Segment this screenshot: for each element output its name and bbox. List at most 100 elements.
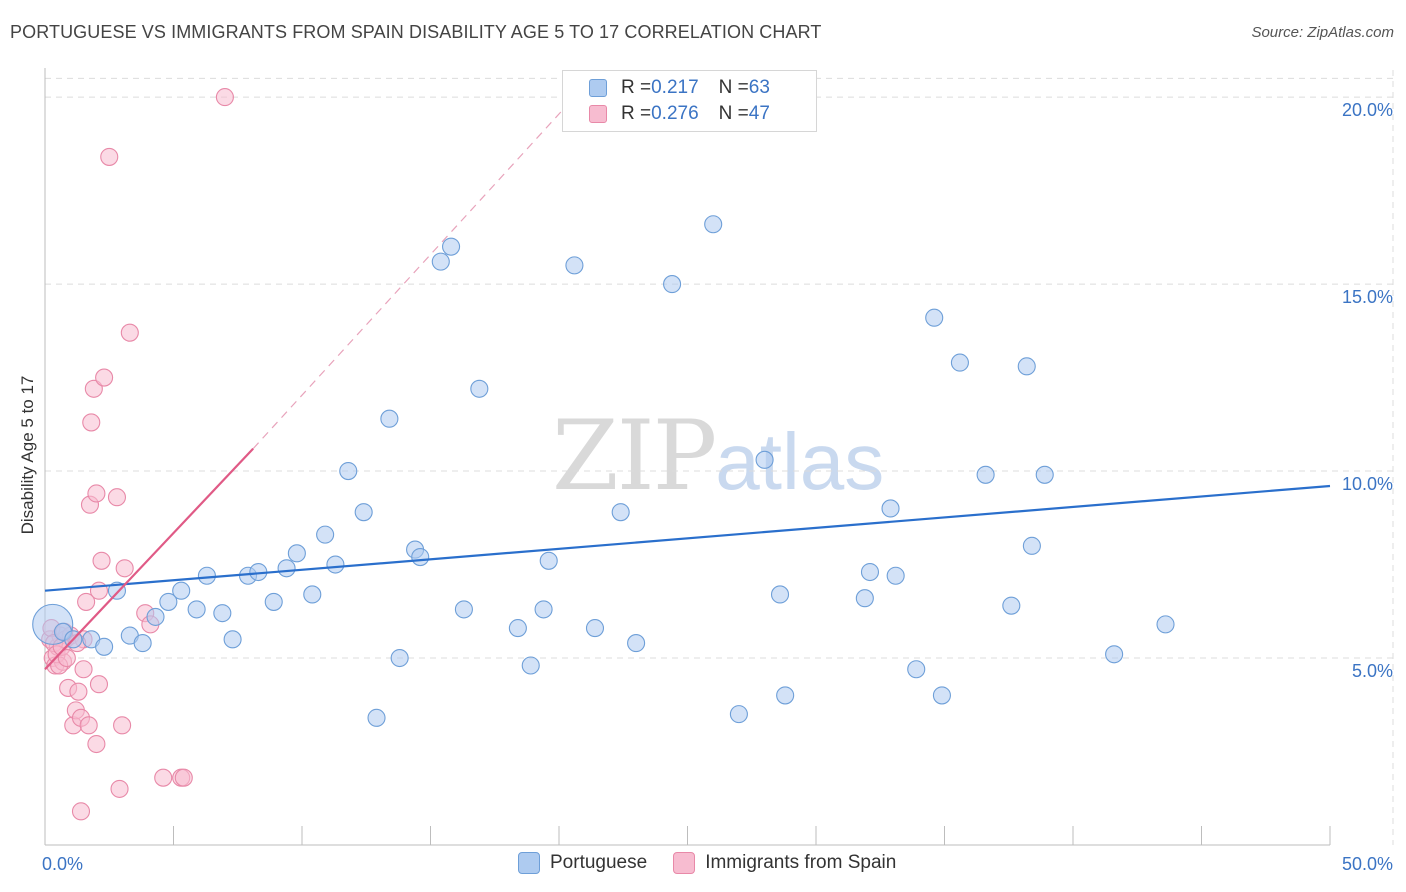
legend-swatch-immigrants [589, 105, 607, 123]
data-point-portuguese [663, 275, 682, 294]
data-point-immigrants [92, 551, 111, 570]
data-point-portuguese [223, 630, 242, 649]
data-point-immigrants [89, 675, 109, 694]
data-point-portuguese [197, 566, 216, 585]
data-point-portuguese [172, 581, 191, 600]
data-point-portuguese [326, 555, 345, 574]
legend-label-portuguese: Portuguese [550, 852, 648, 873]
data-point-portuguese [881, 499, 900, 518]
watermark: ZIPatlas [552, 400, 884, 512]
legend-swatch-immigrants [673, 852, 696, 874]
data-point-portuguese [627, 634, 646, 653]
x-tick-label: 0.0% [42, 854, 83, 874]
chart-title: PORTUGUESE VS IMMIGRANTS FROM SPAIN DISA… [10, 22, 822, 42]
data-point-portuguese [339, 461, 358, 481]
data-point-portuguese [95, 637, 114, 656]
data-point-immigrants [110, 779, 129, 798]
data-point-portuguese [860, 562, 880, 582]
legend-item-immigrants[interactable]: Immigrants from Spain [673, 852, 896, 874]
data-point-portuguese [213, 604, 232, 623]
data-point-portuguese [534, 600, 553, 619]
data-point-portuguese [107, 581, 127, 600]
data-point-portuguese [855, 589, 874, 608]
data-point-portuguese [1017, 357, 1036, 376]
data-point-immigrants [87, 734, 106, 754]
data-point-portuguese [521, 656, 540, 675]
data-point-immigrants [77, 592, 96, 611]
data-point-immigrants [154, 768, 173, 787]
data-point-portuguese [303, 585, 322, 604]
watermark-zip: ZIP [552, 400, 717, 512]
legend-r-value: 0.217 [651, 77, 699, 98]
legend-r-label: R = [621, 77, 652, 98]
data-point-immigrants [107, 488, 127, 507]
data-point-portuguese [159, 592, 178, 611]
data-point-immigrants [174, 768, 193, 787]
data-point-portuguese [1156, 615, 1175, 634]
trend-line-portuguese [44, 484, 1331, 592]
trend-line-immigrants-extension [252, 96, 575, 450]
data-point-immigrants [79, 716, 98, 735]
data-point-portuguese [932, 686, 951, 705]
data-point-immigrants [95, 368, 114, 387]
data-point-portuguese [431, 252, 450, 271]
data-point-portuguese [1022, 536, 1041, 555]
grid-lines [45, 70, 1395, 845]
data-point-portuguese [264, 592, 283, 611]
data-point-portuguese [704, 215, 723, 234]
data-point-portuguese [454, 600, 473, 619]
data-point-immigrants [57, 648, 76, 668]
data-point-portuguese [755, 450, 774, 469]
data-point-portuguese [1002, 596, 1021, 615]
data-point-immigrants [87, 484, 106, 503]
data-point-portuguese [508, 619, 527, 638]
data-point-portuguese [565, 256, 584, 275]
data-point-immigrants [115, 559, 134, 578]
data-point-immigrants [71, 802, 91, 821]
data-point-portuguese [886, 566, 905, 585]
trend-line-immigrants [44, 447, 254, 670]
data-point-portuguese [442, 237, 461, 256]
data-point-immigrants [215, 88, 234, 107]
series-legend: Portuguese Immigrants from Spain [518, 852, 922, 874]
data-point-portuguese [470, 379, 489, 398]
data-point-portuguese [390, 648, 409, 668]
legend-r-value: 0.276 [651, 103, 699, 124]
data-point-portuguese [287, 544, 306, 563]
data-point-portuguese [411, 548, 430, 567]
data-point-immigrants [113, 716, 132, 735]
tick-labels: 5.0% 10.0% 15.0% 20.0% 0.0% 50.0% [42, 100, 1393, 874]
data-point-immigrants [82, 413, 101, 432]
data-point-portuguese [1105, 645, 1124, 664]
legend-row-immigrants: R = 0.276 N = 47 [589, 102, 770, 126]
series-portuguese [32, 215, 1175, 727]
legend-item-portuguese[interactable]: Portuguese [518, 852, 647, 874]
data-point-portuguese [925, 308, 944, 327]
source-label: Source: ZipAtlas.com [1251, 24, 1394, 41]
legend-n-value: 47 [748, 103, 770, 124]
data-point-portuguese [380, 409, 399, 428]
legend-swatch-portuguese [589, 79, 607, 97]
data-point-portuguese [133, 634, 152, 653]
legend-r-label: R = [621, 103, 652, 124]
data-point-portuguese [367, 708, 386, 727]
legend-swatch-portuguese [518, 852, 540, 874]
data-point-immigrants [120, 323, 139, 342]
data-point-portuguese [611, 503, 630, 522]
data-point-portuguese [539, 551, 558, 570]
data-point-portuguese [1035, 465, 1054, 484]
data-point-portuguese [907, 660, 926, 679]
data-point-portuguese [729, 705, 748, 724]
watermark-atlas: atlas [715, 417, 885, 506]
data-point-immigrants [100, 147, 119, 166]
legend-label-immigrants: Immigrants from Spain [705, 852, 897, 873]
data-point-portuguese [277, 559, 296, 578]
legend-row-portuguese: R = 0.217 N = 63 [589, 76, 770, 100]
data-point-portuguese [776, 686, 795, 705]
data-point-portuguese [316, 525, 335, 544]
series-immigrants-from-spain [41, 88, 234, 821]
data-point-immigrants [84, 379, 103, 398]
data-point-portuguese [976, 465, 995, 484]
data-point-portuguese [585, 619, 605, 638]
